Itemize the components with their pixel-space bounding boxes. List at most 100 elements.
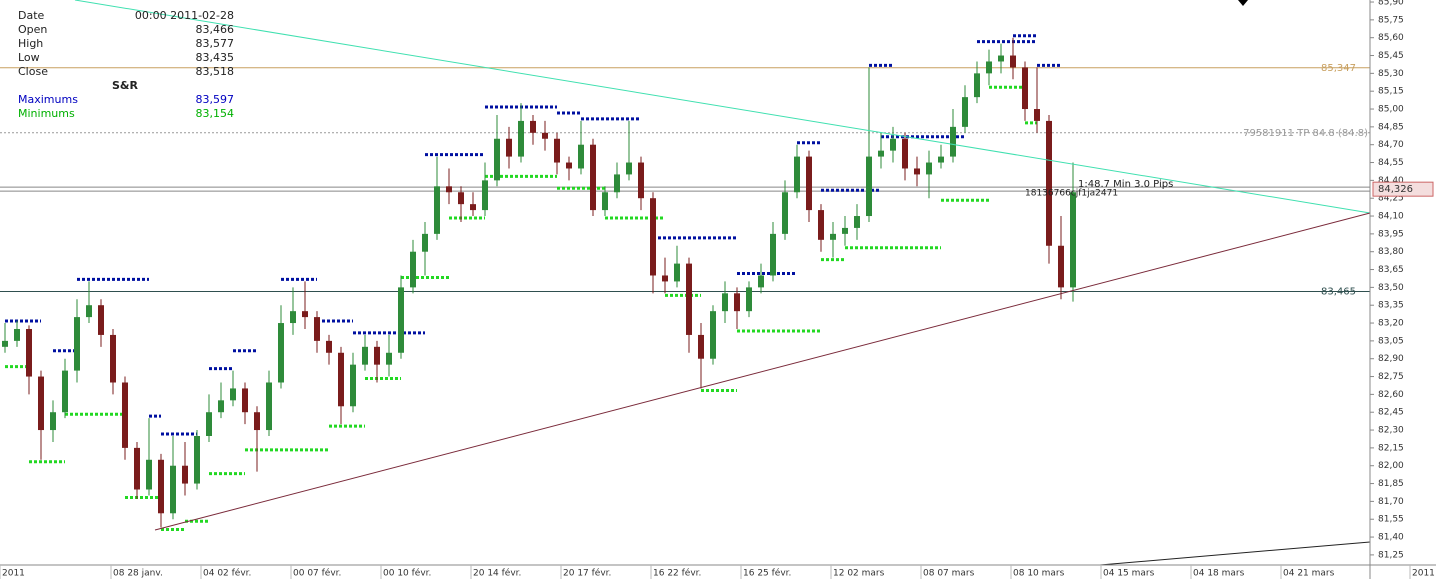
- y-tick-label: 84,40: [1378, 176, 1404, 186]
- candle-body: [710, 311, 716, 359]
- candle-body: [758, 275, 764, 288]
- candle-body: [734, 293, 740, 312]
- price-box: [1372, 181, 1434, 197]
- candle-body: [206, 412, 212, 436]
- level-label: 83,465: [1321, 287, 1356, 298]
- candle-body: [638, 162, 644, 199]
- candle-body: [434, 186, 440, 234]
- candle-body: [398, 287, 404, 353]
- info-value: 83,518: [196, 65, 235, 78]
- info-label: Open: [18, 23, 47, 36]
- candle-body: [998, 55, 1004, 62]
- candle-body: [1070, 192, 1076, 288]
- candle-body: [62, 370, 68, 413]
- candle-body: [1022, 67, 1028, 110]
- candle-body: [614, 174, 620, 193]
- candle-body: [410, 251, 416, 288]
- candle-body: [590, 144, 596, 211]
- trend-line: [154, 212, 1371, 531]
- y-tick-label: 85,45: [1378, 51, 1404, 61]
- candle-body: [86, 305, 92, 318]
- candle-body: [578, 144, 584, 169]
- x-tick-label: 04 15 mars: [1103, 569, 1155, 579]
- info-panel: Date 00:00 2011-02-28 Open 83,466 High 8…: [18, 9, 234, 92]
- info-label: High: [18, 37, 43, 50]
- candle-body: [770, 233, 776, 276]
- candle-body: [686, 263, 692, 335]
- x-tick-label: 04 18 mars: [1193, 569, 1245, 579]
- y-tick-label: 84,70: [1378, 140, 1404, 150]
- candle-body: [242, 388, 248, 413]
- candle-body: [194, 435, 200, 484]
- candle-body: [302, 311, 308, 318]
- candle-body: [314, 317, 320, 341]
- candle-body: [842, 227, 848, 234]
- y-tick-label: 85,90: [1378, 0, 1404, 8]
- candle-body: [1058, 245, 1064, 288]
- x-tick-label: 00 07 févr.: [293, 568, 341, 579]
- candle-body: [938, 156, 944, 163]
- candle-body: [626, 162, 632, 175]
- y-tick-label: 83,20: [1378, 319, 1404, 329]
- marker: [1238, 0, 1248, 6]
- y-tick-label: 82,00: [1378, 461, 1404, 471]
- y-tick-label: 81,55: [1378, 515, 1404, 525]
- candle-body: [50, 412, 56, 431]
- x-tick-label: 2011: [2, 569, 25, 579]
- candle-body: [326, 340, 332, 353]
- plot-area: 85,347 79581911 TP 84.8 (84.8) 83,465 1:48.…: [0, 34, 1370, 532]
- candle-body: [110, 334, 116, 383]
- y-tick-label: 82,45: [1378, 408, 1404, 418]
- x-tick-label: 04 21 mars: [1283, 569, 1335, 579]
- y-tick-label: 83,80: [1378, 247, 1404, 257]
- y-tick-label: 85,30: [1378, 69, 1404, 79]
- y-tick-label: 81,25: [1378, 550, 1404, 560]
- sr-label: Maximums: [18, 93, 78, 106]
- candle-body: [482, 180, 488, 211]
- candle-body: [1046, 120, 1052, 246]
- info-value: 83,466: [196, 23, 235, 36]
- candle-body: [1010, 55, 1016, 68]
- level-label: 79581911 TP 84.8 (84.8): [1243, 128, 1368, 139]
- candle-body: [794, 156, 800, 193]
- x-tick-label: 2011: [1412, 569, 1435, 579]
- candle-body: [26, 328, 32, 377]
- x-tick-label: 08 28 janv.: [113, 569, 163, 579]
- y-tick-label: 81,70: [1378, 497, 1404, 507]
- x-tick-label: 12 02 mars: [833, 569, 885, 579]
- y-tick-label: 83,05: [1378, 336, 1404, 346]
- candle-body: [218, 400, 224, 413]
- y-tick-label: 82,75: [1378, 372, 1404, 382]
- x-tick-label: 08 10 mars: [1013, 569, 1065, 579]
- candle-body: [782, 192, 788, 234]
- y-tick-label: 83,35: [1378, 301, 1404, 311]
- x-tick-label: 00 10 févr.: [383, 568, 431, 579]
- candle-body: [362, 346, 368, 365]
- candle-body: [74, 317, 80, 371]
- y-tick-label: 85,00: [1378, 105, 1404, 115]
- candle-body: [914, 168, 920, 175]
- x-tick-label: 16 22 févr.: [653, 568, 701, 579]
- x-tick-label: 20 17 févr.: [563, 568, 611, 579]
- candle-body: [890, 138, 896, 151]
- candle-body: [542, 132, 548, 139]
- candle-body: [554, 138, 560, 163]
- candle-body: [350, 364, 356, 407]
- candle-body: [506, 138, 512, 157]
- y-tick-label: 81,40: [1378, 533, 1404, 543]
- candle-body: [1034, 109, 1040, 121]
- candle-body: [98, 305, 104, 335]
- level-label: 85,347: [1321, 63, 1356, 74]
- candle-body: [278, 323, 284, 383]
- candle-body: [338, 352, 344, 407]
- y-tick-label: 83,65: [1378, 265, 1404, 275]
- x-tick-label: 04 02 févr.: [203, 568, 251, 579]
- y-tick-label: 84,10: [1378, 212, 1404, 222]
- candle-body: [182, 465, 188, 484]
- info-value: 00:00 2011-02-28: [135, 9, 234, 22]
- candle-body: [470, 204, 476, 211]
- candle-body: [854, 216, 860, 228]
- candle-body: [170, 465, 176, 514]
